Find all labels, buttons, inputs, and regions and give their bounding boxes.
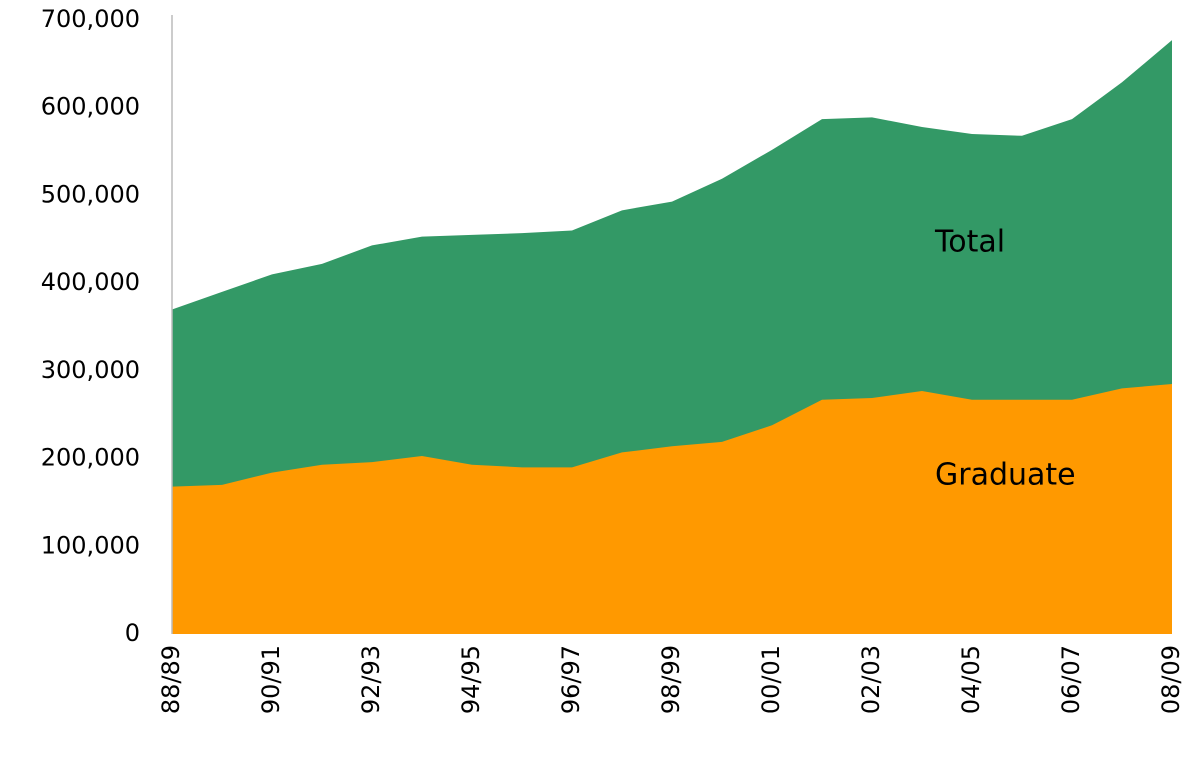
annotation: Graduate <box>935 458 1076 493</box>
y-tick-label: 700,000 <box>41 5 140 33</box>
y-tick-label: 600,000 <box>41 93 140 121</box>
y-tick-label: 0 <box>125 619 140 647</box>
x-tick-label: 90/91 <box>257 645 285 714</box>
x-tick-label: 94/95 <box>457 645 485 714</box>
x-tick-label: 02/03 <box>857 645 885 714</box>
annotation: Total <box>934 225 1005 260</box>
x-tick-label: 98/99 <box>657 645 685 714</box>
x-tick-label: 00/01 <box>757 645 785 714</box>
x-tick-label: 06/07 <box>1057 645 1085 714</box>
y-tick-label: 500,000 <box>41 180 140 208</box>
y-tick-label: 400,000 <box>41 268 140 296</box>
area <box>172 384 1172 634</box>
x-tick-label: 88/89 <box>157 645 185 714</box>
x-tick-label: 96/97 <box>557 645 585 714</box>
x-tick-label: 92/93 <box>357 645 385 714</box>
y-tick-label: 100,000 <box>41 531 140 559</box>
y-tick-label: 300,000 <box>41 356 140 384</box>
y-tick-label: 200,000 <box>41 444 140 472</box>
x-tick-label: 08/09 <box>1157 645 1185 714</box>
x-tick-label: 04/05 <box>957 645 985 714</box>
